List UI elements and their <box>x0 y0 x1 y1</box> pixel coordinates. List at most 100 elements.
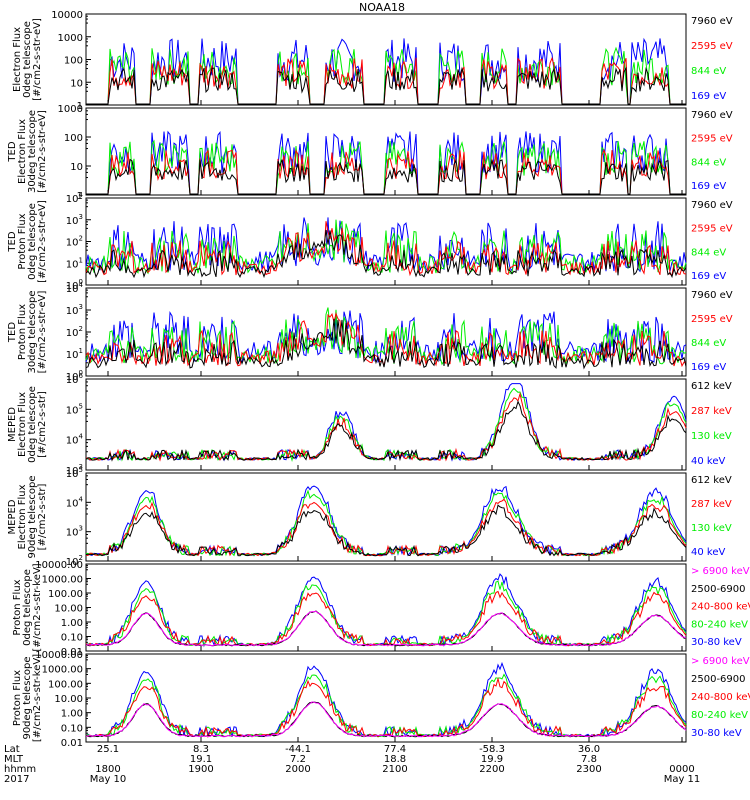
y-axis-label-line: MEPED <box>7 407 18 442</box>
x-tick-label: 1900 <box>188 764 213 775</box>
legend-entry: 169 eV <box>691 181 726 192</box>
legend-entry: 612 keV <box>691 381 732 392</box>
x-tick-label: 7.2 <box>290 754 306 765</box>
legend-entry: 7960 eV <box>691 200 733 211</box>
y-axis-label-line: 0deg telescope <box>27 203 38 280</box>
y-tick-label: 104 <box>66 281 84 295</box>
y-axis-label-line: 90deg telescope <box>22 656 33 739</box>
y-tick-label: 104 <box>66 433 84 447</box>
y-axis-label-line: Proton Flux <box>17 304 28 360</box>
y-axis-label-line: 30deg telescope <box>27 110 38 193</box>
legend-entry: 30-80 keV <box>691 728 742 739</box>
y-tick-label: 100.00 <box>48 589 83 600</box>
y-tick-exponent: 4 <box>79 281 84 289</box>
y-tick-label: 10000 <box>51 10 83 21</box>
legend-entry: 169 eV <box>691 362 726 373</box>
y-axis-label-line: Proton Flux <box>12 670 23 726</box>
x-row-label: MLT <box>4 754 24 765</box>
x-tick-label: -58.3 <box>479 744 505 755</box>
y-tick-label: 0.01 <box>61 647 83 658</box>
legend-entry: 169 eV <box>691 91 726 102</box>
y-axis-label: Proton Flux90deg telescope[#/cm2-s-str-k… <box>12 654 43 742</box>
y-tick-label: 0.01 <box>61 738 83 749</box>
y-tick-exponent: 3 <box>79 213 83 221</box>
y-tick-label: 103 <box>66 525 83 539</box>
y-tick-label: 105 <box>66 402 83 416</box>
y-tick-label: 10000.00 <box>35 560 83 571</box>
y-tick-label: 10 <box>70 78 83 89</box>
legend-entry: 30-80 keV <box>691 637 742 648</box>
y-axis-label-line: [#/cm2-s-str] <box>37 483 48 550</box>
x-tick-label: 7.8 <box>581 754 597 765</box>
y-tick-label: 104 <box>66 495 84 509</box>
panel-7: 10000.00 1000.00 100.00 10.00 1.00 0.10 0.01 Pr… <box>12 560 750 658</box>
x-tick-label: 77.4 <box>384 744 406 755</box>
flux-trace <box>86 158 686 195</box>
y-tick-exponent: 0 <box>79 369 83 377</box>
y-tick-label: 106 <box>66 372 84 386</box>
panel-2: 1000 100 10 1 TEDElectron Flux30deg telescop… <box>7 104 733 202</box>
y-tick-exponent: 4 <box>79 433 84 441</box>
legend-entry: 240-800 keV <box>691 602 750 613</box>
legend-entry: 2595 eV <box>691 134 733 145</box>
y-axis-label-line: [#/cm2-s-str-keV] <box>32 654 43 742</box>
y-axis-label-line: Electron Flux <box>17 119 28 184</box>
legend-entry: > 6900 keV <box>691 566 750 577</box>
y-tick-exponent: 5 <box>79 402 83 410</box>
legend-entry: 130 keV <box>691 431 732 442</box>
y-axis-label-line: [#/cm2-s-str-keV] <box>32 563 43 651</box>
y-axis-label-line: [#/cm2-s-str-eV] <box>37 110 48 193</box>
y-tick-label: 10000.00 <box>35 650 83 661</box>
y-tick-exponent: 4 <box>79 495 84 503</box>
figure-title: NOAA18 <box>359 1 405 14</box>
y-tick-label: 103 <box>66 303 83 317</box>
x-tick-label: 2300 <box>576 764 601 775</box>
legend-entry: 2595 eV <box>691 224 733 235</box>
y-tick-label: 104 <box>66 191 84 205</box>
y-axis-label-line: Electron Flux <box>17 484 28 549</box>
legend-entry: 612 keV <box>691 475 732 486</box>
legend-entry: 2500-6900 <box>691 674 746 685</box>
panel-1: 10000 1000 100 10 1 Electron Flux0deg telesco… <box>12 10 733 112</box>
x-tick-label: 2000 <box>285 764 310 775</box>
x-tick-label: 36.0 <box>578 744 600 755</box>
y-tick-label: 1.00 <box>61 709 83 720</box>
x-tick-label: 2200 <box>479 764 504 775</box>
y-tick-label: 100 <box>64 56 83 67</box>
legend-entry: 287 keV <box>691 406 732 417</box>
x-tick-label: -44.1 <box>285 744 311 755</box>
flux-trace <box>85 610 687 647</box>
y-axis-label: MEPEDElectron Flux0deg telescope[#/cm2-s… <box>7 386 48 463</box>
flux-trace <box>86 66 686 105</box>
legend-entry: 2595 eV <box>691 41 733 52</box>
x-row-label: hhmm <box>4 764 36 775</box>
legend-entry: > 6900 keV <box>691 656 750 667</box>
legend-entry: 2595 eV <box>691 314 733 325</box>
x-tick-label: 2100 <box>382 764 407 775</box>
legend-entry: 7960 eV <box>691 16 733 27</box>
legend-entry: 40 keV <box>691 547 725 558</box>
y-axis-label-line: TED <box>7 141 18 162</box>
y-axis-label: TEDProton Flux30deg telescope[#/cm2-s-st… <box>7 290 48 373</box>
y-axis-label-line: MEPED <box>7 499 18 534</box>
x-tick-label: 0000 <box>669 764 694 775</box>
y-axis-label-line: Electron Flux <box>17 392 28 457</box>
y-axis-label: Electron Flux0deg telescope[#/cm2-s-str-… <box>12 18 43 101</box>
y-tick-label: 1.00 <box>61 618 83 629</box>
x-tick-label: 18.8 <box>384 754 406 765</box>
y-tick-label: 1 <box>77 191 83 202</box>
legend-entry: 40 keV <box>691 456 725 467</box>
y-tick-exponent: 0 <box>79 278 83 286</box>
y-axis-label-line: 30deg telescope <box>27 290 38 373</box>
y-tick-label: 1000.00 <box>42 665 83 676</box>
y-axis-label-line: 0deg telescope <box>22 21 33 98</box>
x-row-label: Lat <box>4 744 20 755</box>
y-axis-label-line: 0deg telescope <box>22 569 33 646</box>
y-tick-exponent: 3 <box>79 525 83 533</box>
y-axis-label-line: 0deg telescope <box>27 386 38 463</box>
y-tick-label: 1 <box>77 101 83 112</box>
legend-entry: 287 keV <box>691 499 732 510</box>
